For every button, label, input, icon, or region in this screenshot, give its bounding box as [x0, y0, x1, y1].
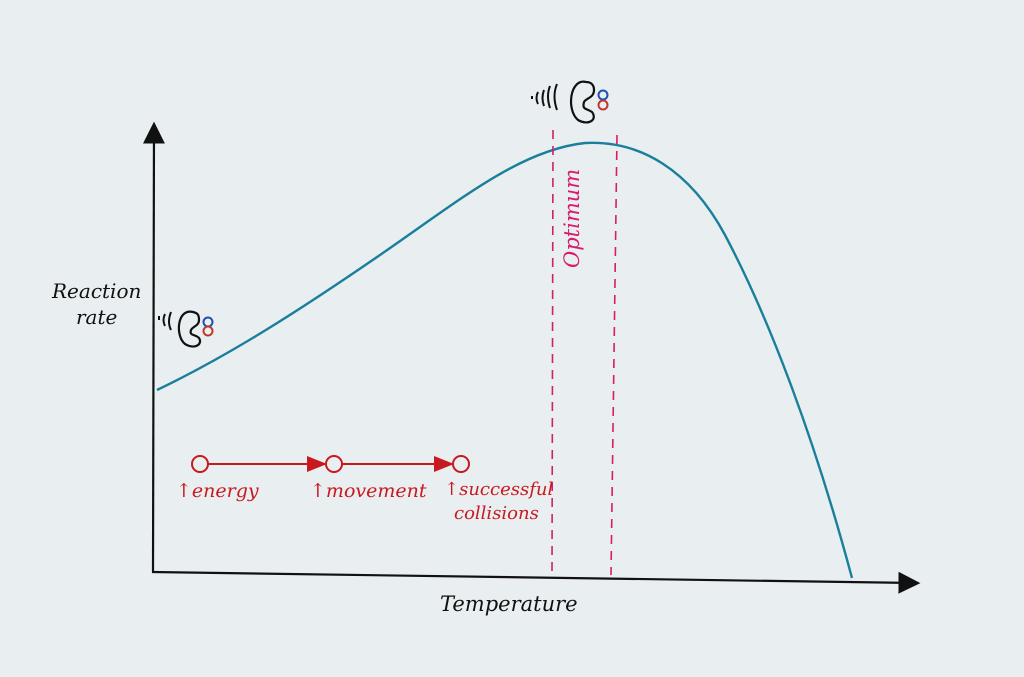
y-axis-label: Reaction rate [52, 278, 141, 330]
reaction-rate-curve [156, 141, 854, 579]
collisions-text: collisions [454, 503, 539, 524]
optimum-upper-bound [610, 134, 618, 576]
chain-label-movement: ↑movement [310, 480, 427, 502]
chain-label-collisions: ↑successful collisions [444, 478, 553, 526]
energy-text: energy [191, 480, 259, 502]
chain-node-movement [325, 455, 343, 473]
x-axis [151, 570, 921, 594]
chain-arrows [191, 455, 470, 473]
vibrating-enzyme-icon-optimum [531, 80, 609, 124]
up-arrow-icon: ↑ [444, 479, 460, 500]
up-arrow-icon: ↑ [176, 480, 192, 502]
up-arrow-icon: ↑ [310, 480, 326, 502]
optimum-lower-bound [551, 129, 554, 576]
y-axis-label-line1: Reaction [52, 279, 142, 303]
chain-node-collisions [452, 455, 470, 473]
vibrating-enzyme-icon-low-temp [158, 310, 214, 348]
chain-node-energy [191, 455, 209, 473]
chain-label-energy: ↑energy [176, 480, 259, 502]
successful-text: successful [459, 479, 554, 500]
y-axis [142, 121, 165, 573]
movement-text: movement [325, 480, 427, 502]
optimum-label: Optimum [560, 168, 584, 268]
x-axis-label: Temperature [440, 592, 578, 616]
y-axis-label-line2: rate [76, 305, 118, 329]
